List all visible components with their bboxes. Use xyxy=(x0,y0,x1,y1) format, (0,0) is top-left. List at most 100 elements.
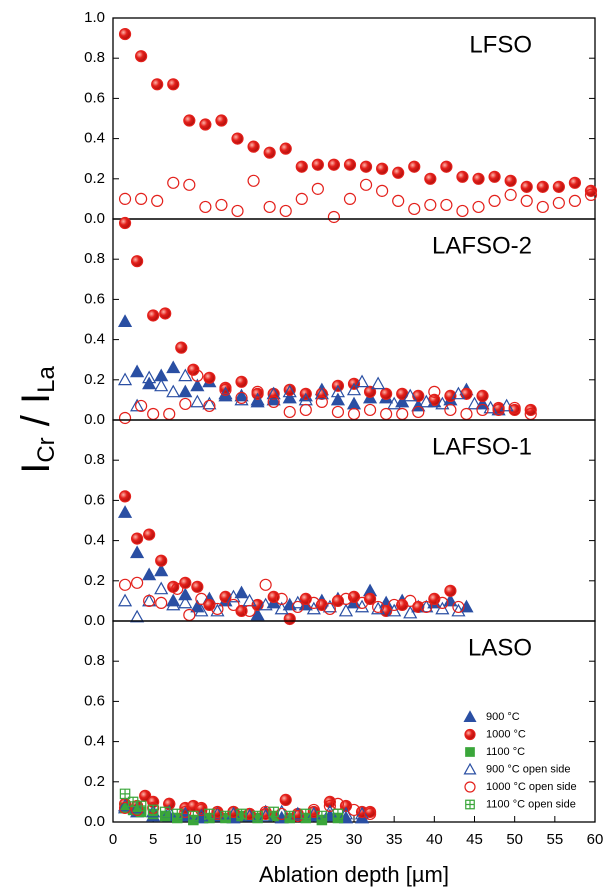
point xyxy=(175,341,188,354)
x-tick-label: 20 xyxy=(265,831,282,848)
point xyxy=(151,78,164,91)
point xyxy=(472,200,485,214)
point xyxy=(251,598,264,612)
point xyxy=(231,204,244,218)
point xyxy=(279,142,292,155)
point xyxy=(347,590,361,603)
point xyxy=(283,612,296,626)
point xyxy=(339,592,353,605)
point xyxy=(219,383,232,396)
point xyxy=(327,158,341,171)
point xyxy=(354,599,370,613)
point xyxy=(235,375,248,388)
y-tick-label: 0.2 xyxy=(84,371,105,388)
point xyxy=(191,580,204,593)
legend-label: 1000 °C open side xyxy=(486,781,577,793)
point xyxy=(147,804,159,816)
point xyxy=(183,114,196,127)
point xyxy=(178,595,193,609)
point xyxy=(371,376,386,390)
point xyxy=(252,810,263,822)
point xyxy=(306,601,321,615)
point xyxy=(250,392,265,406)
point xyxy=(226,589,241,603)
point xyxy=(135,192,148,205)
point xyxy=(476,403,489,417)
point xyxy=(282,384,297,398)
point xyxy=(130,609,145,623)
point xyxy=(284,810,296,822)
point xyxy=(456,204,469,218)
point xyxy=(488,194,501,208)
point xyxy=(143,528,156,541)
point xyxy=(118,192,132,205)
point xyxy=(440,198,453,212)
point xyxy=(295,160,308,173)
point xyxy=(536,180,549,193)
point xyxy=(268,806,279,818)
y-tick-label: 0.6 xyxy=(84,290,105,307)
point xyxy=(380,407,393,421)
point xyxy=(194,603,209,617)
point xyxy=(155,596,168,610)
point xyxy=(151,194,164,208)
point xyxy=(190,394,205,408)
point xyxy=(178,384,193,398)
point xyxy=(118,216,132,230)
point xyxy=(283,383,296,396)
point xyxy=(504,174,517,187)
x-tick-label: 30 xyxy=(346,831,363,848)
point xyxy=(142,593,157,607)
point xyxy=(346,382,362,396)
point xyxy=(199,200,212,214)
x-tick-label: 5 xyxy=(149,831,157,848)
point xyxy=(307,803,320,817)
point xyxy=(167,176,180,189)
point xyxy=(195,592,208,605)
point xyxy=(166,384,181,398)
point xyxy=(274,601,289,615)
point xyxy=(363,385,377,398)
point xyxy=(359,160,373,173)
point xyxy=(283,405,296,419)
point xyxy=(211,602,224,616)
point xyxy=(135,800,147,812)
y-tick-label: 1.0 xyxy=(84,9,105,26)
point xyxy=(263,146,276,159)
point xyxy=(171,582,184,595)
point xyxy=(130,545,145,559)
point xyxy=(552,196,565,210)
y-label-part: / I xyxy=(14,393,58,437)
y-tick-label: 0.2 xyxy=(84,572,105,589)
point xyxy=(524,403,537,417)
point xyxy=(456,170,469,183)
point xyxy=(444,403,457,417)
point xyxy=(215,198,228,212)
x-tick-label: 60 xyxy=(587,831,603,848)
point xyxy=(355,596,369,610)
legend-marker xyxy=(464,728,476,741)
x-tick-label: 40 xyxy=(426,831,443,848)
point xyxy=(420,600,433,614)
point xyxy=(568,194,582,208)
point xyxy=(520,194,533,208)
point xyxy=(330,392,346,406)
point xyxy=(135,50,148,63)
point xyxy=(146,804,161,818)
point xyxy=(327,210,341,224)
x-tick-label: 35 xyxy=(386,831,403,848)
point xyxy=(235,391,248,404)
point xyxy=(396,407,409,421)
point xyxy=(424,172,437,185)
y-tick-label: 0.6 xyxy=(84,89,105,106)
point xyxy=(444,584,457,597)
point xyxy=(315,395,328,409)
y-label-part: I xyxy=(14,463,58,474)
point xyxy=(195,803,208,817)
point xyxy=(323,799,336,813)
point xyxy=(190,378,205,392)
point xyxy=(234,392,249,406)
point xyxy=(376,162,389,175)
y-tick-label: 0.8 xyxy=(84,451,105,468)
